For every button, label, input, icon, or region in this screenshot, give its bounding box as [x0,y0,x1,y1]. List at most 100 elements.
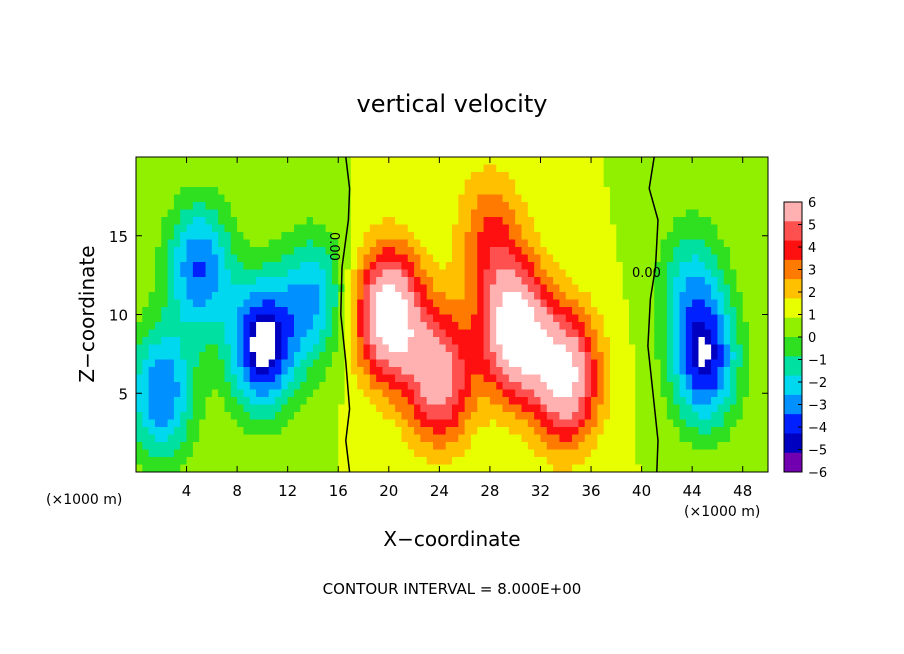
heatmap-cell [433,404,440,413]
heatmap-cell [180,314,187,323]
heatmap-cell [704,172,712,180]
heatmap-cell [275,209,282,218]
heatmap-cell [344,179,352,188]
heatmap-cell [218,217,225,225]
heatmap-cell [281,412,289,420]
heatmap-cell [218,442,225,450]
heatmap-cell [660,187,668,195]
heatmap-cell [635,179,642,188]
heatmap-cell [445,239,453,248]
heatmap-cell [584,217,592,225]
heatmap-cell [433,187,440,195]
heatmap-cell [654,389,661,398]
heatmap-cell [673,224,680,233]
heatmap-cell [736,397,744,405]
heatmap-cell [154,329,162,338]
heatmap-cell [205,164,213,173]
heatmap-cell [622,262,630,270]
heatmap-cell [388,292,396,300]
heatmap-cell [331,224,339,233]
heatmap-cell [369,397,377,405]
heatmap-cell [388,389,396,398]
heatmap-cell [426,307,434,315]
heatmap-cell [300,232,308,240]
heatmap-cell [237,397,244,405]
heatmap-cell [180,299,187,308]
heatmap-cell [616,389,624,398]
heatmap-cell [230,397,238,405]
heatmap-cell [407,344,415,353]
heatmap-cell [294,367,301,375]
heatmap-cell [628,164,636,173]
heatmap-cell [546,314,554,323]
heatmap-cell [628,299,636,308]
heatmap-cell [698,359,706,368]
heatmap-cell [199,374,206,383]
heatmap-cell [249,464,257,472]
heatmap-cell [749,442,756,450]
colorbar-swatch [784,221,802,242]
heatmap-cell [275,434,282,443]
heatmap-cell [312,187,320,195]
heatmap-cell [445,434,453,443]
heatmap-cell [559,329,567,338]
heatmap-cell [382,322,390,330]
heatmap-cell [742,254,750,263]
heatmap-cell [344,254,352,263]
heatmap-cell [603,367,611,375]
heatmap-cell [749,314,756,323]
heatmap-cell [300,254,308,263]
heatmap-cell [679,217,687,225]
heatmap-cell [736,442,744,450]
heatmap-cell [452,247,459,255]
heatmap-cell [211,307,219,315]
heatmap-cell [584,292,592,300]
heatmap-cell [281,284,289,293]
heatmap-cell [205,284,213,293]
heatmap-cell [458,374,466,383]
heatmap-cell [439,457,447,465]
heatmap-cell [414,427,421,435]
heatmap-cell [591,314,598,323]
heatmap-cell [148,277,156,285]
heatmap-cell [205,247,213,255]
heatmap-cell [635,419,642,428]
heatmap-cell [673,352,680,360]
heatmap-cell [616,157,624,165]
heatmap-cell [243,239,251,248]
heatmap-cell [420,284,428,293]
heatmap-cell [527,427,535,435]
heatmap-cell [679,464,687,472]
heatmap-cell [199,389,206,398]
heatmap-cell [218,412,225,420]
heatmap-cell [470,359,478,368]
heatmap-cell [572,329,579,338]
heatmap-cell [173,382,181,390]
heatmap-cell [136,344,143,353]
heatmap-cell [281,172,289,180]
heatmap-cell [350,277,358,285]
heatmap-cell [319,419,326,428]
heatmap-cell [300,374,308,383]
heatmap-cell [673,412,680,420]
heatmap-cell [578,209,586,218]
heatmap-cell [433,314,440,323]
heatmap-cell [496,157,503,165]
heatmap-cell [331,179,339,188]
heatmap-cell [186,209,194,218]
heatmap-cell [262,179,270,188]
heatmap-cell [407,382,415,390]
heatmap-cell [597,277,605,285]
heatmap-cell [717,449,725,458]
heatmap-cell [312,314,320,323]
heatmap-cell [616,269,624,278]
x-tick-label: 12 [278,482,297,500]
heatmap-cell [622,337,630,345]
heatmap-cell [723,359,731,368]
heatmap-cell [249,397,257,405]
heatmap-cell [319,262,326,270]
heatmap-cell [508,329,516,338]
heatmap-cell [350,254,358,263]
heatmap-cell [502,382,510,390]
heatmap-cell [300,419,308,428]
